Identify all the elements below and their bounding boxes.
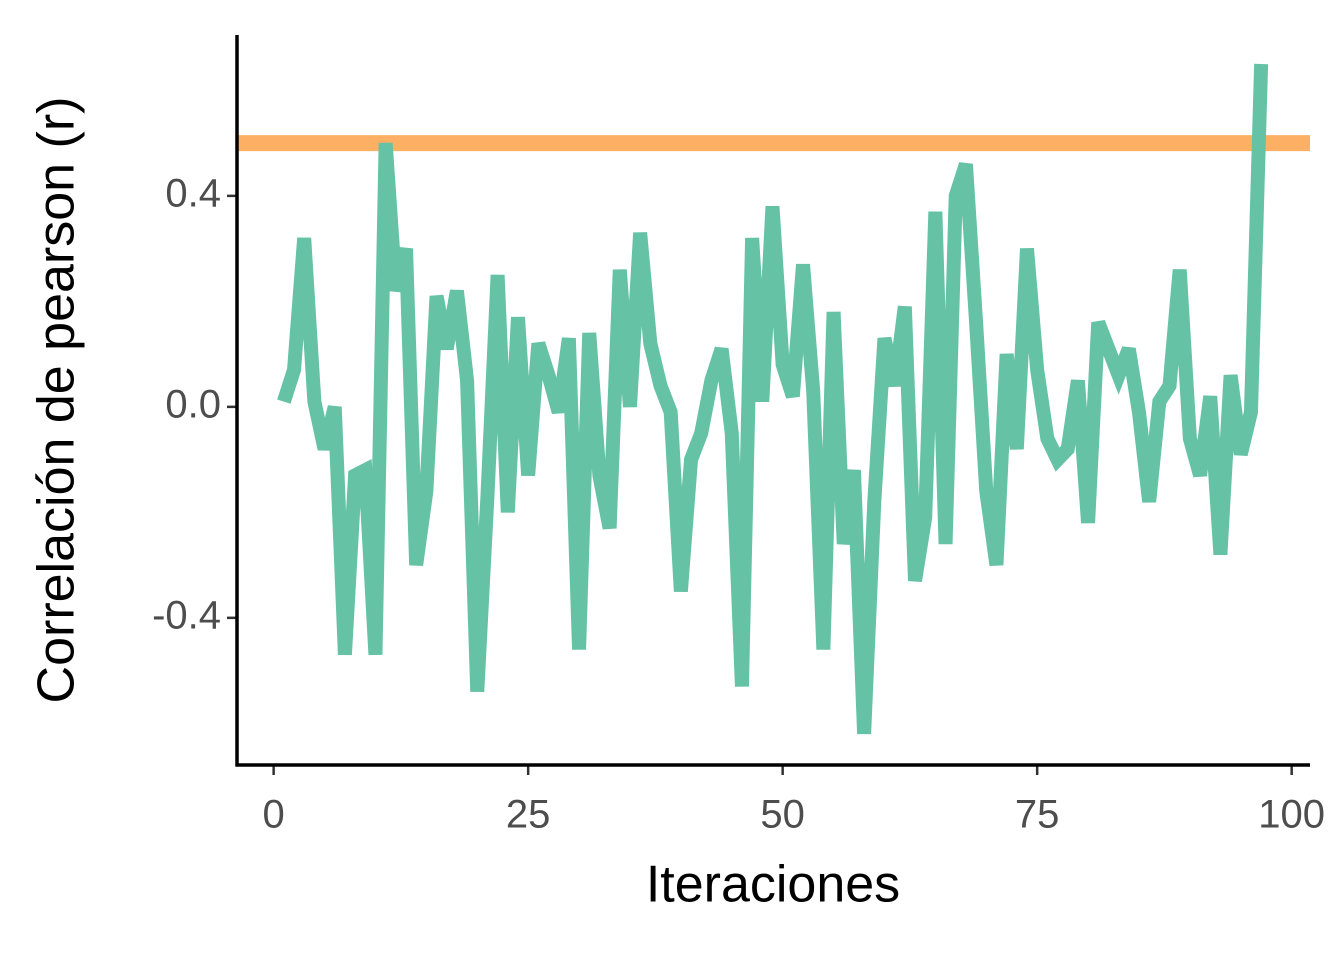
x-tick-label: 25 [506,793,551,837]
y-axis-title: Correlación de pearson (r) [28,97,86,704]
y-tick-label: -0.4 [152,593,221,637]
x-tick-label: 100 [1258,793,1325,837]
x-tick-label: 50 [760,793,805,837]
x-axis-title: Iteraciones [646,856,900,914]
x-tick-label: 75 [1015,793,1060,837]
data-line [277,63,1269,735]
y-tick-label: 0.0 [165,382,221,426]
y-tick-label: 0.4 [165,171,221,215]
x-tick-label: 0 [263,793,285,837]
